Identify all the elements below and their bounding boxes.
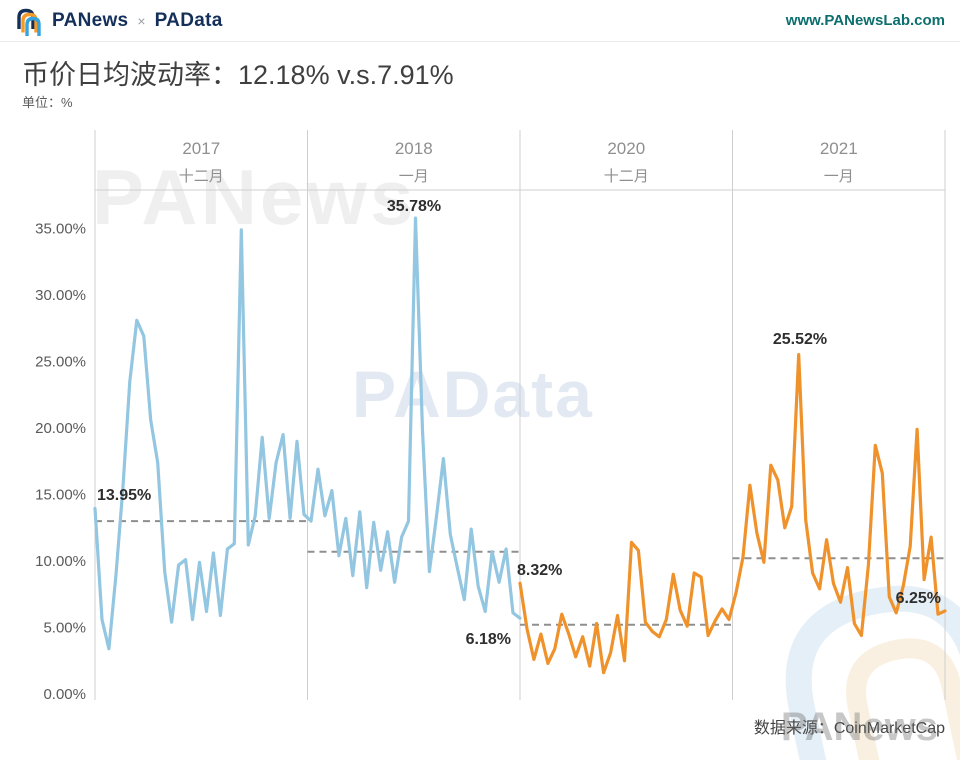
value-annotation: 6.18% [466,631,511,648]
section-month-label: 十二月 [604,168,649,185]
series-line-0 [93,216,522,651]
value-annotation: 35.78% [387,198,441,215]
y-axis-tick-label: 10.00% [35,553,86,570]
value-annotation: 8.32% [517,562,562,579]
y-axis-tick-label: 20.00% [35,420,86,437]
site-url-link[interactable]: www.PANewsLab.com [785,12,945,29]
section-month-label: 一月 [824,168,854,185]
section-year-label: 2018 [395,139,433,158]
section-year-label: 2020 [607,139,645,158]
value-annotation: 25.52% [773,331,827,348]
y-axis-tick-label: 25.00% [35,354,86,371]
value-annotation: 13.95% [97,487,151,504]
y-axis-tick-label: 35.00% [35,221,86,238]
brand-panews: PANews [52,9,129,31]
section-year-label: 2017 [182,139,220,158]
data-source-text: 数据来源：CoinMarketCap [753,720,945,737]
section-month-label: 一月 [399,168,429,185]
section-year-label: 2021 [820,139,858,158]
brand[interactable]: PANews × PAData [15,6,223,36]
y-axis-tick-label: 5.00% [43,620,86,637]
value-annotation: 6.25% [896,590,941,607]
page-title: 币价日均波动率：12.18% v.s.7.91% [22,60,454,90]
series-line-1 [518,353,947,675]
brand-padata: PAData [154,9,223,31]
panews-logo-icon [17,8,41,36]
y-axis-tick-label: 0.00% [43,686,86,703]
unit-label: 单位：% [22,95,73,110]
section-month-label: 十二月 [179,168,224,185]
y-axis-tick-label: 15.00% [35,487,86,504]
header-bar: PANews × PAData www.PANewsLab.com [0,0,960,42]
y-axis-tick-label: 30.00% [35,287,86,304]
brand-separator: × [137,12,146,29]
